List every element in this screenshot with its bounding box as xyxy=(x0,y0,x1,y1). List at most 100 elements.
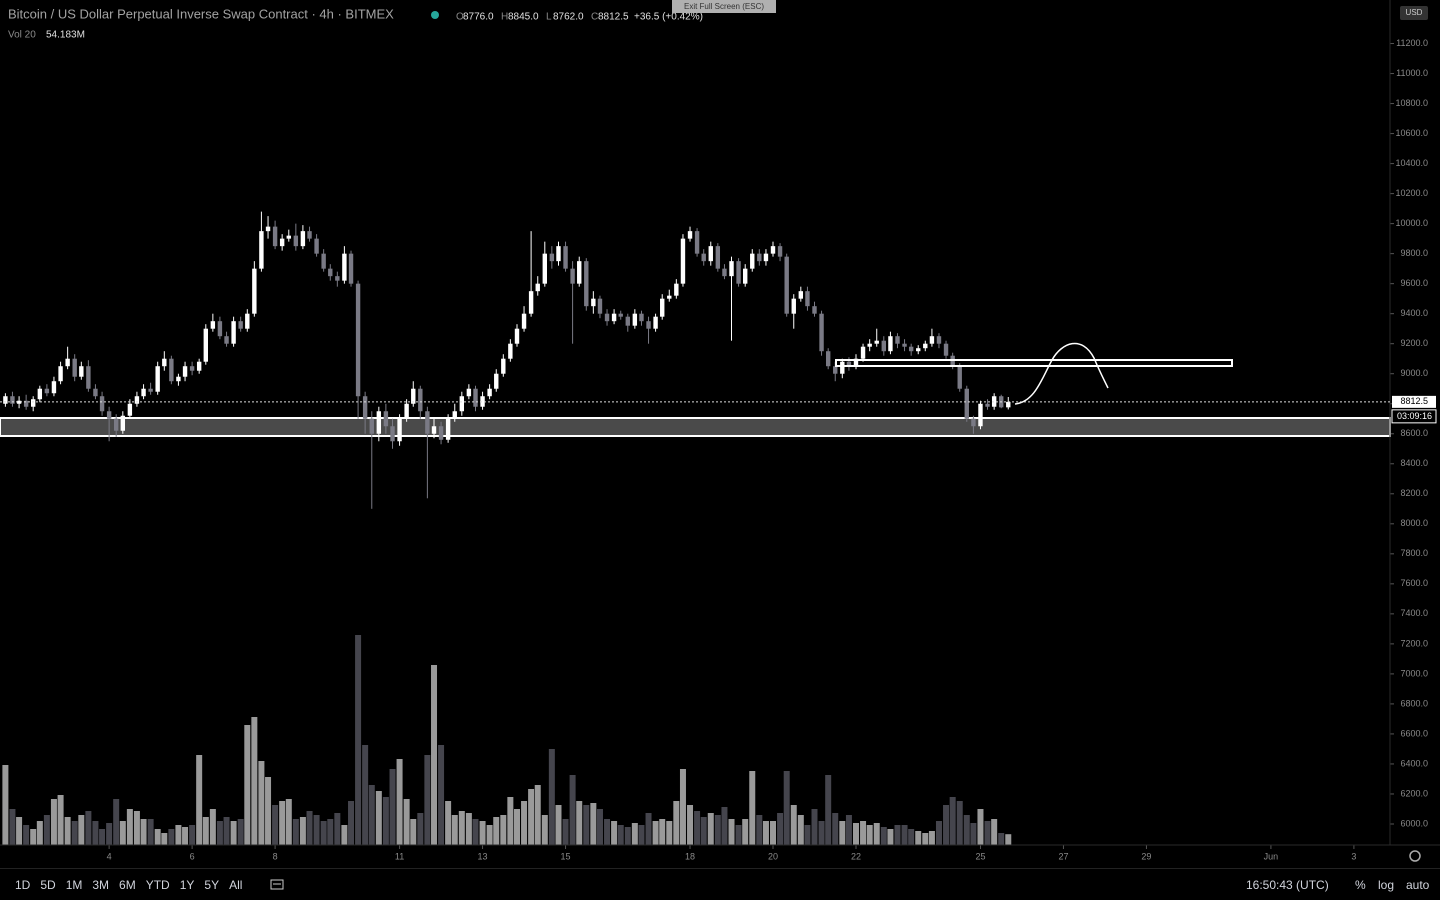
ohlc-value: 8845.0 xyxy=(508,12,539,23)
volume-bar xyxy=(852,823,859,845)
volume-bar xyxy=(16,817,23,845)
candle-body xyxy=(639,313,644,322)
volume-bar xyxy=(928,831,935,845)
timeframe-button[interactable]: 1Y xyxy=(179,878,195,892)
timeframe-button[interactable]: 1D xyxy=(15,878,31,892)
volume-bar xyxy=(915,831,922,845)
candle-body xyxy=(791,298,796,314)
timeframe-button[interactable]: 1M xyxy=(65,878,83,892)
x-tick-label: 13 xyxy=(478,851,488,861)
candle-body xyxy=(376,411,382,434)
volume-bar xyxy=(694,811,701,845)
x-tick-label: 15 xyxy=(561,851,571,861)
exit-fullscreen[interactable] xyxy=(672,0,776,13)
candle-body xyxy=(860,346,866,359)
chart: 6000.0 6200.0 6400.0 6600.0 6800.0 7000.0 7200… xyxy=(0,0,1440,862)
timeframe-button[interactable]: 3M xyxy=(92,878,110,892)
volume-bar xyxy=(451,815,458,845)
volume-bar xyxy=(2,765,9,845)
y-tick-label: 10400.0 xyxy=(1395,158,1428,168)
candle-body xyxy=(37,388,43,400)
settings-icon[interactable] xyxy=(1409,850,1421,862)
candle-body xyxy=(964,388,969,419)
candle-body xyxy=(86,366,91,389)
volume-bar xyxy=(154,829,161,845)
y-tick-label: 10800.0 xyxy=(1395,98,1428,108)
volume-bar xyxy=(182,827,189,845)
candle-body xyxy=(978,403,983,427)
y-tick-label: 9400.0 xyxy=(1400,308,1428,318)
option[interactable]: % xyxy=(1355,878,1366,892)
candle-body xyxy=(929,336,935,344)
candle-body xyxy=(805,291,810,307)
candle-body xyxy=(314,238,319,254)
timeframe-button[interactable]: YTD xyxy=(145,878,170,892)
volume-bar xyxy=(396,759,403,845)
candle-body xyxy=(556,246,561,262)
volume-bar xyxy=(196,755,203,845)
candle-body xyxy=(943,343,949,356)
volume-bar xyxy=(770,821,777,845)
candle-body xyxy=(708,246,713,262)
candle-body xyxy=(224,336,229,344)
y-tick-label: 11000.0 xyxy=(1396,68,1428,78)
ohlc-legend: O 8776.0 H 8845.0 L 8762.0 C 8812.5 +36.5 (+0.42… xyxy=(456,12,703,23)
symbol-title: Bitcoin / US Dollar Perpetual Inverse Sw… xyxy=(8,6,394,21)
option[interactable]: auto xyxy=(1406,878,1430,892)
volume-bar xyxy=(963,815,970,845)
volume-bar xyxy=(818,821,825,845)
last-price-tag xyxy=(1392,395,1436,408)
timeframe-button[interactable]: 6M xyxy=(119,878,136,892)
ohlc-key: L xyxy=(546,12,552,23)
timeframe-button[interactable]: All xyxy=(229,878,243,892)
candle-body xyxy=(189,366,195,371)
y-tick-label: 9200.0 xyxy=(1400,338,1428,348)
x-tick-label: 4 xyxy=(107,851,112,861)
candle-body xyxy=(687,231,693,239)
volume-bar xyxy=(292,819,299,845)
candle-body xyxy=(625,316,630,326)
volume-bar xyxy=(845,815,852,845)
candle-body xyxy=(991,396,997,407)
timeframe-button[interactable]: 5Y xyxy=(204,878,220,892)
candle-body xyxy=(743,268,748,284)
option[interactable]: log xyxy=(1378,878,1395,892)
status-dot xyxy=(431,11,439,19)
candle-body xyxy=(383,411,389,427)
volume-bar xyxy=(375,791,382,845)
candle-body xyxy=(362,396,368,419)
compare-icon[interactable] xyxy=(270,878,286,892)
candle-body xyxy=(514,328,520,344)
volume-bar xyxy=(583,805,590,845)
volume-bar xyxy=(783,771,790,845)
volume-bar xyxy=(493,817,500,845)
volume-bar xyxy=(320,821,327,845)
bottom-toolbar: 1D 5D 1M 3M 6M YTD 1Y 5Y All 16:50:43 (UTC) % lo… xyxy=(0,868,1440,900)
candle-body xyxy=(957,366,962,389)
candle-body xyxy=(618,313,623,317)
candle-body xyxy=(162,358,167,367)
volume-value: 54.183M xyxy=(46,30,85,41)
volume-bar xyxy=(244,725,251,845)
resistance-box xyxy=(835,359,1233,367)
candle-body xyxy=(902,343,907,347)
timeframes: 1D 5D 1M 3M 6M YTD 1Y 5Y All xyxy=(10,878,247,892)
candle-layer xyxy=(3,211,1011,509)
volume-bar xyxy=(866,825,873,845)
candle-body xyxy=(985,403,990,407)
x-tick-label: 27 xyxy=(1058,851,1068,861)
candle-body xyxy=(701,253,706,262)
volume-bar xyxy=(576,801,583,845)
candle-body xyxy=(369,418,374,434)
timeframe-button[interactable]: 5D xyxy=(40,878,56,892)
exit-fullscreen-label[interactable]: Exit Full Screen (ESC) xyxy=(684,2,764,11)
volume-bar xyxy=(313,815,320,845)
volume-bar xyxy=(140,819,147,845)
y-tick-label: 10600.0 xyxy=(1395,128,1428,138)
volume-bar xyxy=(611,821,618,845)
candle-body xyxy=(425,411,430,434)
candle-body xyxy=(825,351,831,367)
volume-bar xyxy=(604,819,611,845)
y-tick-label: 6200.0 xyxy=(1400,788,1428,798)
volume-bar xyxy=(943,805,950,845)
